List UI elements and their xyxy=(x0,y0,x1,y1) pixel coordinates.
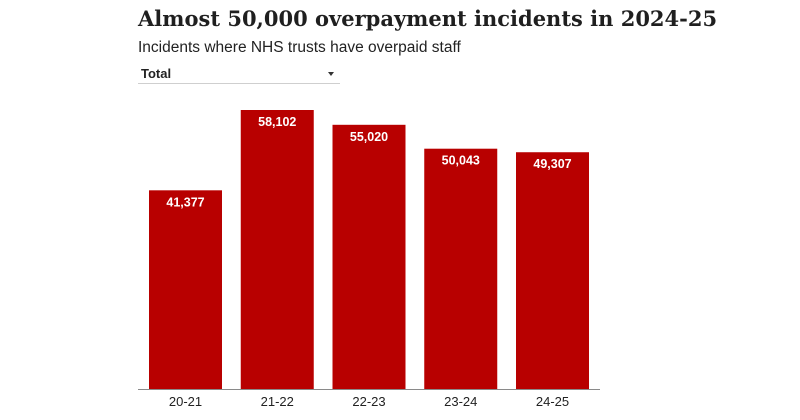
value-label-22-23: 55,020 xyxy=(350,130,388,144)
chevron-down-icon xyxy=(328,72,334,76)
bar-22-23[interactable] xyxy=(332,124,406,390)
value-label-20-21: 41,377 xyxy=(166,195,204,209)
x-tick-label-22-23: 22-23 xyxy=(352,394,385,409)
x-tick-label-21-22: 21-22 xyxy=(261,394,294,409)
x-tick-label-20-21: 20-21 xyxy=(169,394,202,409)
x-tick-label-24-25: 24-25 xyxy=(536,394,569,409)
value-label-23-24: 50,043 xyxy=(442,154,480,168)
bar-20-21[interactable] xyxy=(149,190,222,389)
bar-21-22[interactable] xyxy=(240,110,314,389)
chart-title: Almost 50,000 overpayment incidents in 2… xyxy=(138,6,718,31)
value-label-24-25: 49,307 xyxy=(533,157,571,171)
value-label-21-22: 58,102 xyxy=(258,115,296,129)
x-tick-label-23-24: 23-24 xyxy=(444,394,477,409)
bar-24-25[interactable] xyxy=(516,152,589,389)
dropdown-selected-value: Total xyxy=(141,66,172,81)
category-dropdown[interactable]: Total xyxy=(138,64,340,84)
chart-subtitle: Incidents where NHS trusts have overpaid… xyxy=(138,39,461,56)
bar-23-24[interactable] xyxy=(424,148,498,389)
